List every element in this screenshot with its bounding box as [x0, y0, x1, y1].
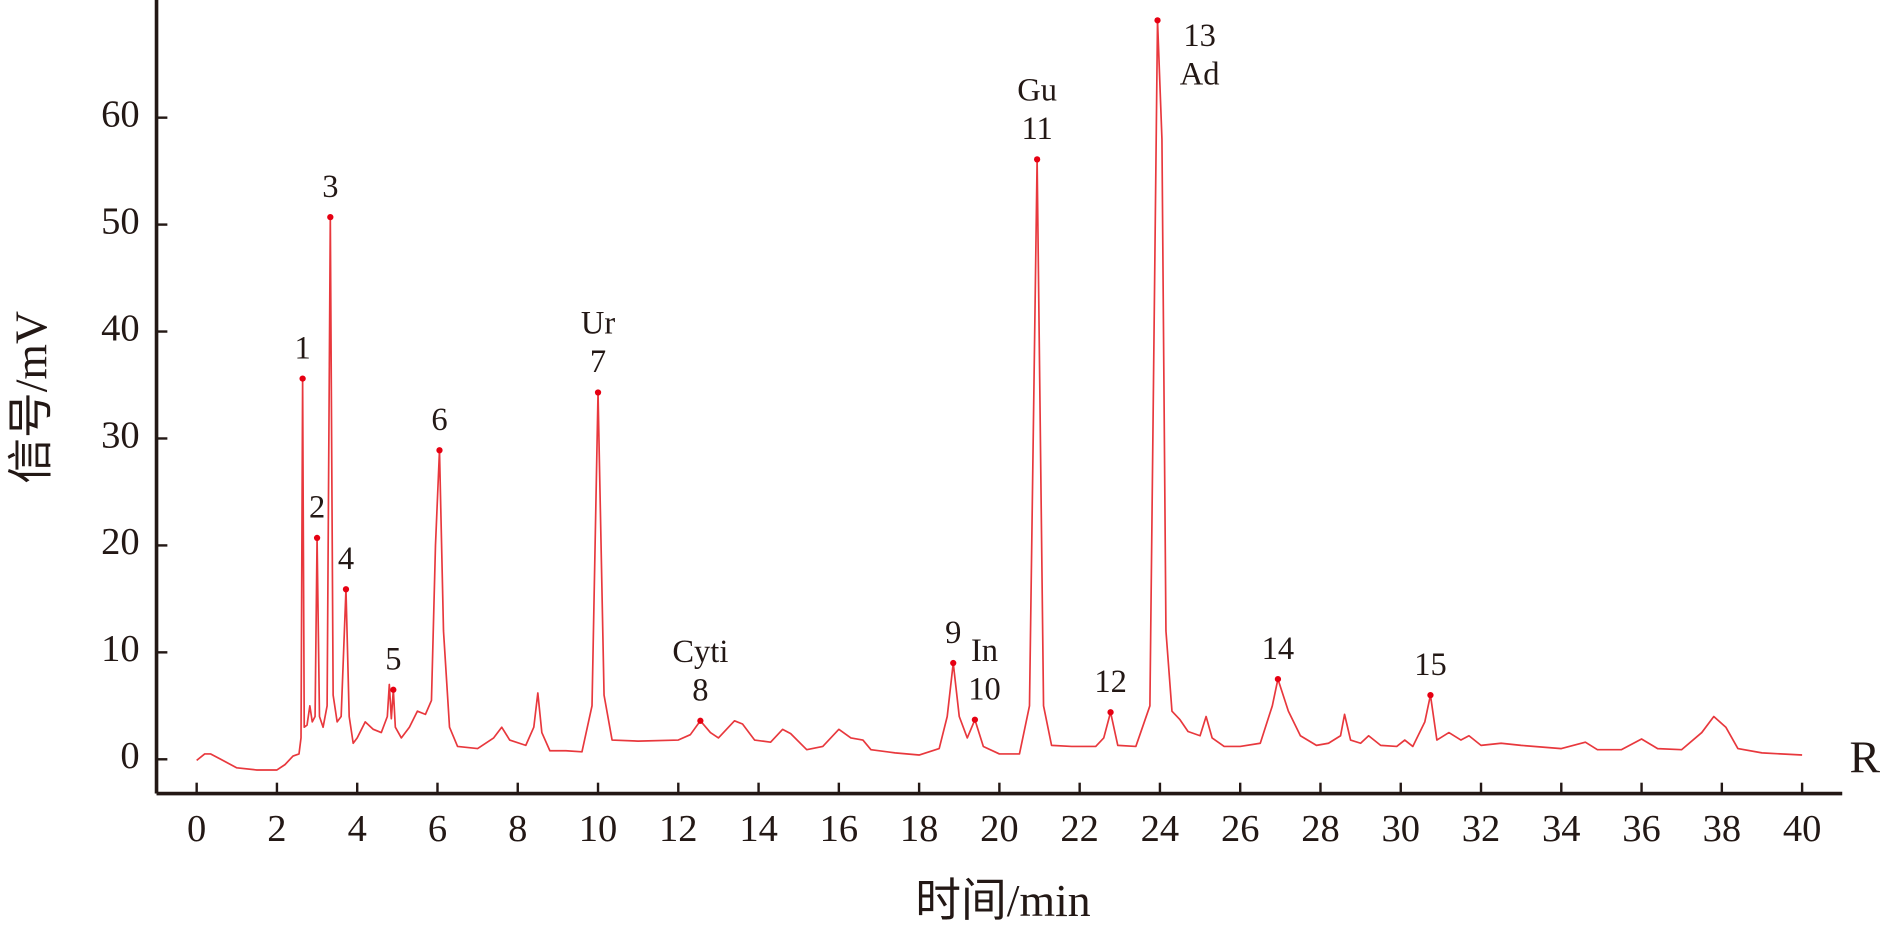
y-tick-label: 20	[101, 521, 140, 563]
y-tick-label: 50	[101, 200, 140, 242]
edge-label: R	[1849, 732, 1880, 783]
y-axis-title: 信号/mV	[6, 311, 57, 484]
peak-number: 7	[590, 344, 606, 380]
peak-name: In	[971, 633, 998, 669]
x-tick-label: 30	[1381, 808, 1420, 850]
peak-number: 2	[309, 490, 325, 526]
peak-marker	[697, 717, 704, 724]
x-tick-label: 36	[1622, 808, 1661, 850]
x-tick-label: 24	[1141, 808, 1180, 850]
y-tick-label: 40	[101, 307, 140, 349]
peak-marker	[436, 447, 443, 454]
x-tick-label: 34	[1542, 808, 1581, 850]
peak-number: 15	[1414, 647, 1447, 683]
y-tick-label: 60	[101, 93, 140, 135]
peak-number: 3	[322, 169, 338, 205]
x-axis-title: 时间/min	[915, 875, 1091, 926]
y-tick-label: 30	[101, 414, 140, 456]
peak-marker	[950, 659, 957, 667]
peak-number: 12	[1094, 664, 1127, 700]
x-tick-label: 4	[348, 808, 367, 850]
peak-number: 1	[295, 330, 311, 366]
peak-marker	[1154, 17, 1161, 24]
peak-marker	[342, 586, 350, 593]
peak-name: Gu	[1017, 73, 1057, 109]
trace-line	[196, 19, 1803, 771]
peak-name: Cyti	[672, 634, 728, 670]
peak-marker	[313, 534, 321, 542]
peak-marker	[1274, 675, 1282, 683]
peak-marker	[971, 716, 979, 723]
x-tick-label: 26	[1221, 808, 1260, 850]
x-tick-label: 8	[508, 808, 527, 850]
x-tick-label: 2	[267, 808, 286, 850]
peak-marker	[390, 686, 397, 693]
peak-number: 10	[968, 671, 1001, 707]
x-tick-label: 28	[1301, 808, 1340, 850]
x-tick-label: 12	[659, 808, 698, 850]
peak-marker	[327, 213, 334, 221]
peak-marker	[594, 389, 602, 396]
y-tick-label: 0	[120, 735, 139, 777]
peak-number: 4	[338, 541, 354, 577]
peak-number: 9	[945, 615, 961, 651]
peak-name: Ad	[1180, 56, 1220, 92]
x-tick-label: 0	[187, 808, 206, 850]
x-tick-label: 22	[1060, 808, 1099, 850]
peak-number: 14	[1262, 631, 1295, 667]
x-tick-label: 16	[820, 808, 859, 850]
x-tick-label: 40	[1783, 808, 1822, 850]
peak-name: Ur	[581, 306, 615, 342]
x-tick-label: 38	[1703, 808, 1742, 850]
peak-marker	[1427, 691, 1434, 699]
x-tick-label: 18	[900, 808, 939, 850]
y-tick-label: 10	[101, 628, 140, 670]
peak-number: 8	[692, 673, 708, 709]
peak-marker	[299, 375, 306, 382]
x-tick-label: 32	[1462, 808, 1501, 850]
peak-marker	[1033, 156, 1041, 163]
x-tick-label: 10	[579, 808, 618, 850]
peak-number: 11	[1021, 111, 1052, 147]
x-tick-label: 6	[428, 808, 447, 850]
peak-number: 5	[385, 642, 401, 678]
x-tick-label: 14	[739, 808, 778, 850]
peak-number: 13	[1183, 18, 1216, 54]
peak-marker	[1107, 709, 1114, 716]
x-tick-label: 20	[980, 808, 1019, 850]
peak-number: 6	[431, 402, 447, 438]
